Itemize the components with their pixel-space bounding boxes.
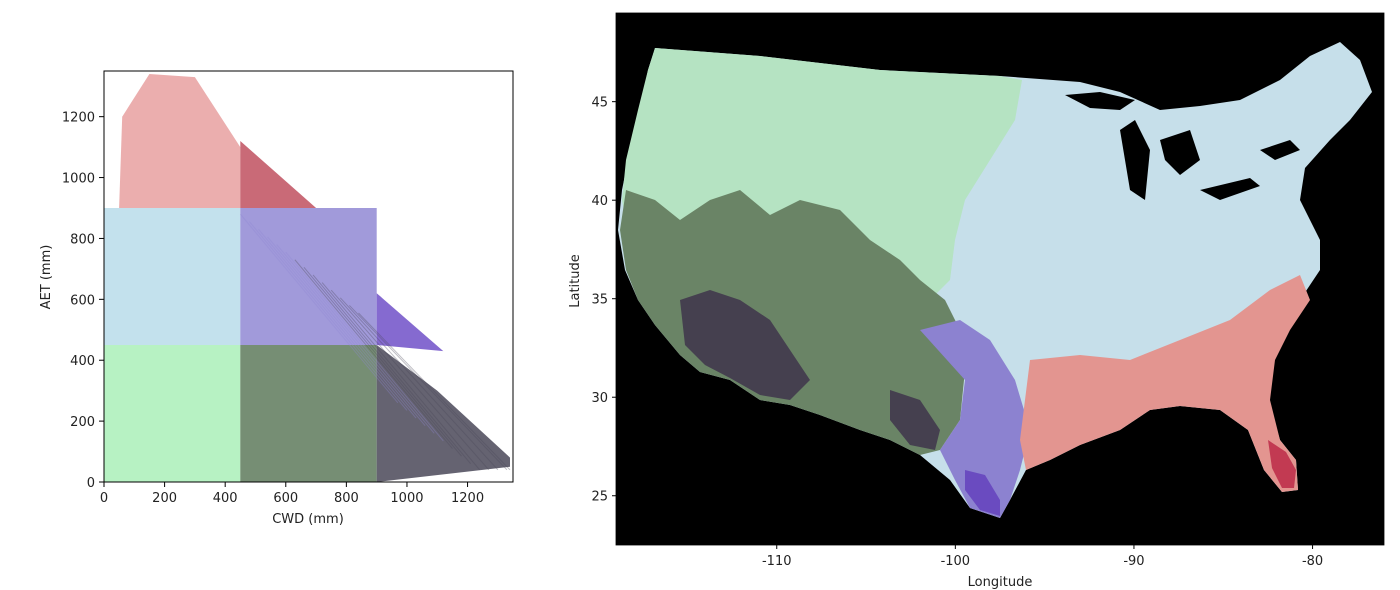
y-tick-label: 1000 [62,172,95,187]
point-streak [330,289,490,471]
map-frame [615,12,1385,546]
region-low-cwd-high-aet [1020,275,1310,492]
map-x-axis: -110 -100 -90 -80 [762,545,1323,569]
x-tick-label: 600 [273,491,298,506]
point-streak [303,267,462,457]
point-streak [294,259,453,449]
y-tick-label: 0 [87,476,95,491]
y-tick-label: 400 [70,354,95,369]
map-x-tick-label: -80 [1302,554,1323,569]
point-cloud-low-cwd-high-aet [119,74,241,208]
y-tick-label: 1200 [62,111,95,126]
map-y-tick-label: 35 [591,293,608,308]
point-streak [321,282,481,471]
region-high-cwd-mid-aet [965,470,1000,516]
point-streak [276,244,435,434]
x-axis: 0 200 400 600 800 1000 1200 [100,482,484,506]
point-cloud-mid-cwd-high-aet [240,141,317,208]
point-cloud-low-cwd-low-aet [104,345,241,482]
map-y-axis-title: Latitude [568,254,583,308]
y-axis-title: AET (mm) [39,245,54,310]
map-y-tick-label: 30 [591,391,608,406]
point-streak [312,274,471,465]
map-x-tick-label: -110 [762,554,792,569]
point-streak [358,312,511,471]
x-tick-label: 800 [334,491,359,506]
y-tick-label: 800 [70,232,95,247]
x-axis-title: CWD (mm) [272,512,344,527]
map-y-tick-label: 25 [591,490,608,505]
great-lakes [1065,92,1300,200]
region-high-cwd-low-aet-tx [890,390,940,450]
x-tick-label: 400 [213,491,238,506]
point-cloud-mid-cwd-low-aet [240,345,377,482]
point-streak [239,213,399,404]
aet-cwd-scatter-chart: 0 200 400 600 800 1000 1200 0 200 400 600 800 1000 1… [39,70,514,527]
map-y-axis: 25 30 35 40 45 [591,96,616,505]
scatter-point-cloud [104,74,511,482]
region-high-cwd-low-aet [680,290,810,400]
point-streak [249,221,408,411]
region-mid-cwd-low-aet [620,190,965,455]
x-tick-label: 1200 [451,491,484,506]
region-mid-cwd-high-aet [1268,440,1296,488]
y-tick-label: 200 [70,415,95,430]
point-cloud-mid-cwd-mid-aet [240,208,377,345]
y-tick-label: 600 [70,293,95,308]
map-y-tick-label: 45 [591,96,608,111]
map-x-axis-title: Longitude [968,575,1033,590]
x-tick-label: 0 [100,491,108,506]
point-cloud-high-cwd-mid-aet [376,293,444,352]
point-streak [258,228,417,419]
point-streak [339,297,499,471]
x-tick-label: 1000 [390,491,423,506]
point-streak [349,305,508,471]
x-tick-label: 200 [152,491,177,506]
map-x-tick-label: -90 [1123,554,1144,569]
y-axis: 0 200 400 600 800 1000 1200 [62,111,104,491]
point-cloud-low-cwd-mid-aet [104,208,241,345]
climate-class-map: -110 -100 -90 -80 25 30 35 40 45 Longitude Lati… [568,12,1385,590]
map-regions [618,42,1372,518]
scatter-plot-frame [103,70,514,483]
point-streak [267,236,426,426]
map-x-tick-label: -100 [941,554,971,569]
point-streak [285,251,444,442]
map-y-tick-label: 40 [591,194,608,209]
point-cloud-high-cwd-low-aet [376,345,510,482]
region-mid-cwd-mid-aet [920,320,1030,518]
